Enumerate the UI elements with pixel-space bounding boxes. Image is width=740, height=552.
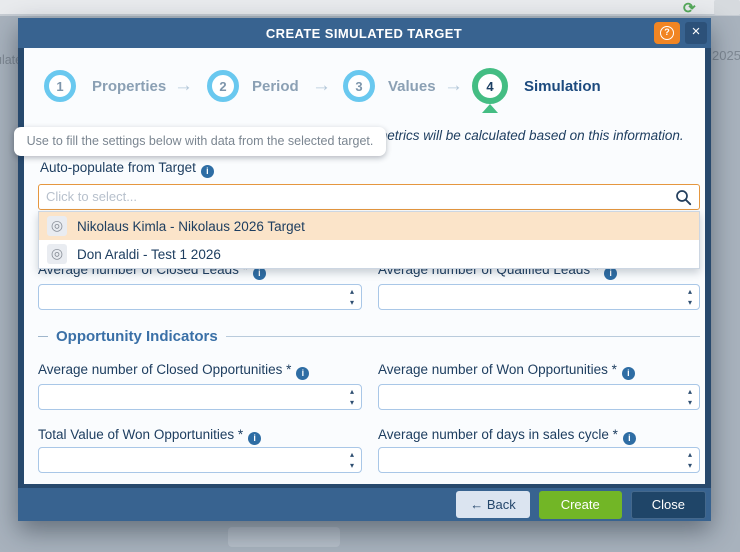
step-label-properties[interactable]: Properties	[92, 78, 167, 95]
step-label-simulation[interactable]: Simulation	[524, 78, 601, 95]
spinner-down-icon[interactable]: ▾	[349, 398, 354, 407]
modal-footer: ← Back Create Close	[18, 484, 711, 521]
spinner-down-icon[interactable]: ▾	[687, 298, 692, 307]
field-label-closed-opportunities: Average number of Closed Opportunities *…	[38, 362, 310, 380]
search-icon	[675, 189, 692, 211]
refresh-icon: ⟳	[683, 0, 696, 17]
modal-header: CREATE SIMULATED TARGET ? ×	[18, 18, 711, 48]
create-simulated-target-modal: CREATE SIMULATED TARGET ? × 1 Properties…	[18, 18, 711, 521]
qualified-leads-input[interactable]: ▴ ▾	[378, 284, 700, 310]
info-icon[interactable]: i	[296, 367, 310, 380]
modal-body: 1 Properties → 2 Period → 3 Values → 4 S…	[24, 48, 705, 488]
spinner-control[interactable]: ▴ ▾	[350, 450, 354, 470]
days-sales-cycle-input[interactable]: ▴ ▾	[378, 447, 700, 473]
won-opportunities-input[interactable]: ▴ ▾	[378, 384, 700, 410]
spinner-control[interactable]: ▴ ▾	[350, 387, 354, 407]
spinner-control[interactable]: ▴ ▾	[688, 287, 692, 307]
help-button[interactable]: ?	[654, 22, 680, 44]
section-rule	[225, 336, 700, 337]
step-label-values[interactable]: Values	[388, 78, 436, 95]
total-value-won-input[interactable]: ▴ ▾	[38, 447, 362, 473]
dropdown-option[interactable]: ◎ Nikolaus Kimla - Nikolaus 2026 Target	[39, 212, 699, 240]
background-year-fragment: 2025	[712, 48, 740, 63]
step-circle-values[interactable]: 3	[343, 70, 375, 102]
spinner-down-icon[interactable]: ▾	[349, 461, 354, 470]
step-circle-simulation[interactable]: 4	[472, 68, 508, 104]
info-icon[interactable]: i	[252, 267, 266, 280]
info-icon[interactable]: i	[622, 432, 636, 445]
step-circle-period[interactable]: 2	[207, 70, 239, 102]
modal-title: CREATE SIMULATED TARGET	[265, 25, 463, 41]
field-label-total-value-won: Total Value of Won Opportunities * i	[38, 427, 262, 445]
step-label-period[interactable]: Period	[252, 78, 299, 95]
create-button[interactable]: Create	[538, 490, 622, 519]
target-select-input[interactable]: Click to select...	[38, 184, 700, 210]
spinner-down-icon[interactable]: ▾	[687, 461, 692, 470]
info-icon[interactable]: i	[604, 267, 618, 280]
spinner-up-icon[interactable]: ▴	[349, 287, 354, 296]
help-icon: ?	[660, 26, 674, 40]
step-circle-properties[interactable]: 1	[44, 70, 76, 102]
spinner-down-icon[interactable]: ▾	[687, 398, 692, 407]
info-icon[interactable]: i	[248, 432, 262, 445]
step-arrow-icon: →	[312, 75, 331, 96]
dropdown-option-label: Nikolaus Kimla - Nikolaus 2026 Target	[77, 218, 305, 234]
simulation-info-text: metrics will be calculated based on this…	[376, 128, 684, 143]
spinner-control[interactable]: ▴ ▾	[350, 287, 354, 307]
autopopulate-tooltip: Use to fill the settings below with data…	[14, 127, 386, 156]
background-ghost-element	[228, 527, 340, 547]
info-icon[interactable]: i	[621, 367, 635, 380]
info-icon[interactable]: i	[200, 165, 214, 178]
field-label-days-sales-cycle: Average number of days in sales cycle * i	[378, 427, 636, 445]
topbar-corner-box	[714, 0, 740, 15]
active-step-pointer	[482, 104, 498, 113]
closed-opportunities-input[interactable]: ▴ ▾	[38, 384, 362, 410]
back-button[interactable]: ← Back	[456, 491, 530, 518]
background-topbar	[0, 0, 740, 16]
spinner-up-icon[interactable]: ▴	[349, 387, 354, 396]
spinner-up-icon[interactable]: ▴	[687, 450, 692, 459]
target-dropdown-list: ◎ Nikolaus Kimla - Nikolaus 2026 Target …	[38, 211, 700, 269]
spinner-control[interactable]: ▴ ▾	[688, 387, 692, 407]
target-icon: ◎	[47, 244, 67, 264]
spinner-up-icon[interactable]: ▴	[349, 450, 354, 459]
step-arrow-icon: →	[174, 75, 193, 96]
close-button[interactable]: Close	[630, 490, 706, 519]
spinner-up-icon[interactable]: ▴	[687, 387, 692, 396]
dropdown-option-label: Don Araldi - Test 1 2026	[77, 246, 221, 262]
section-collapse-dash[interactable]	[38, 336, 48, 337]
spinner-control[interactable]: ▴ ▾	[688, 450, 692, 470]
close-icon[interactable]: ×	[685, 22, 707, 44]
section-title: Opportunity Indicators	[56, 328, 218, 345]
field-label-won-opportunities: Average number of Won Opportunities * i	[378, 362, 635, 380]
dropdown-option[interactable]: ◎ Don Araldi - Test 1 2026	[39, 240, 699, 268]
select-placeholder: Click to select...	[46, 189, 138, 204]
target-icon: ◎	[47, 216, 67, 236]
section-opportunity-indicators: Opportunity Indicators	[38, 328, 700, 345]
closed-leads-input[interactable]: ▴ ▾	[38, 284, 362, 310]
step-arrow-icon: →	[444, 75, 463, 96]
autopopulate-label: Auto-populate from Target i	[40, 160, 214, 178]
spinner-down-icon[interactable]: ▾	[349, 298, 354, 307]
spinner-up-icon[interactable]: ▴	[687, 287, 692, 296]
